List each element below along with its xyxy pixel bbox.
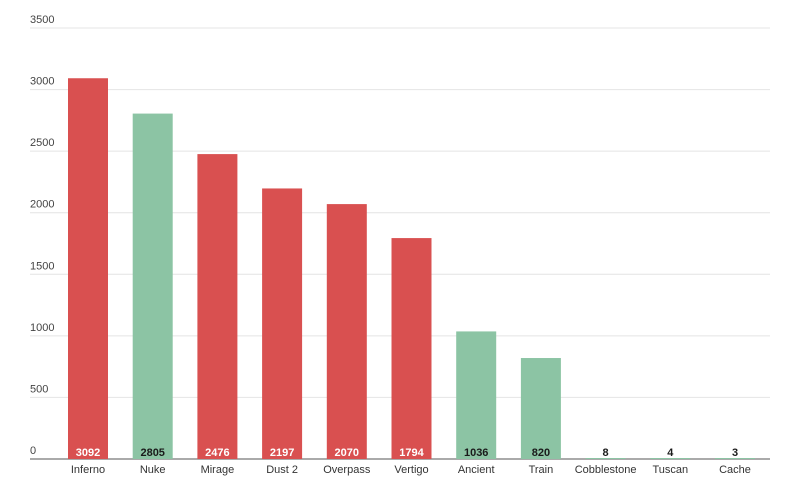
bar-inferno [68, 78, 108, 460]
data-label: 3 [732, 447, 738, 459]
data-label: 4 [667, 447, 674, 459]
x-tick-label: Cobblestone [575, 464, 637, 476]
y-tick-label: 2500 [30, 137, 54, 149]
bar-tuscan [650, 458, 691, 459]
data-label: 2805 [140, 447, 164, 459]
y-tick-label: 1500 [30, 260, 54, 272]
bar-nuke [132, 113, 173, 459]
data-label: 8 [603, 447, 609, 459]
bar-cobblestone [585, 458, 626, 459]
bar-layer [68, 78, 755, 460]
x-tick-label: Nuke [140, 464, 166, 476]
data-label: 2476 [205, 447, 229, 459]
bar-overpass [326, 204, 367, 459]
label-layer: 0 500 1000 1500 2000 2500 3000 3500 3092 Inferno 2… [30, 14, 751, 476]
x-tick-label: Cache [719, 464, 751, 476]
data-label: 3092 [76, 447, 100, 459]
data-label: 1036 [464, 447, 488, 459]
data-label: 1794 [399, 447, 424, 459]
bar-cache [715, 458, 755, 459]
y-tick-label: 2000 [30, 199, 54, 211]
x-tick-label: Dust 2 [266, 464, 298, 476]
x-tick-label: Mirage [201, 464, 235, 476]
bar-ancient [456, 331, 497, 459]
y-tick-label: 3000 [30, 76, 54, 88]
x-tick-label: Overpass [323, 464, 371, 476]
y-tick-label: 1000 [30, 322, 54, 334]
x-tick-label: Tuscan [652, 464, 688, 476]
bar-dust-2 [262, 188, 303, 459]
bar-mirage [197, 154, 238, 460]
data-label: 2070 [335, 447, 359, 459]
x-tick-label: Ancient [458, 464, 495, 476]
y-tick-label: 500 [30, 383, 48, 395]
x-tick-label: Vertigo [394, 464, 428, 476]
y-tick-label: 0 [30, 445, 36, 457]
bar-train [520, 358, 561, 459]
y-tick-label: 3500 [30, 14, 54, 26]
data-label: 2197 [270, 447, 294, 459]
bar-vertigo [391, 238, 432, 459]
x-tick-label: Inferno [71, 464, 105, 476]
x-tick-label: Train [529, 464, 554, 476]
data-label: 820 [532, 447, 550, 459]
